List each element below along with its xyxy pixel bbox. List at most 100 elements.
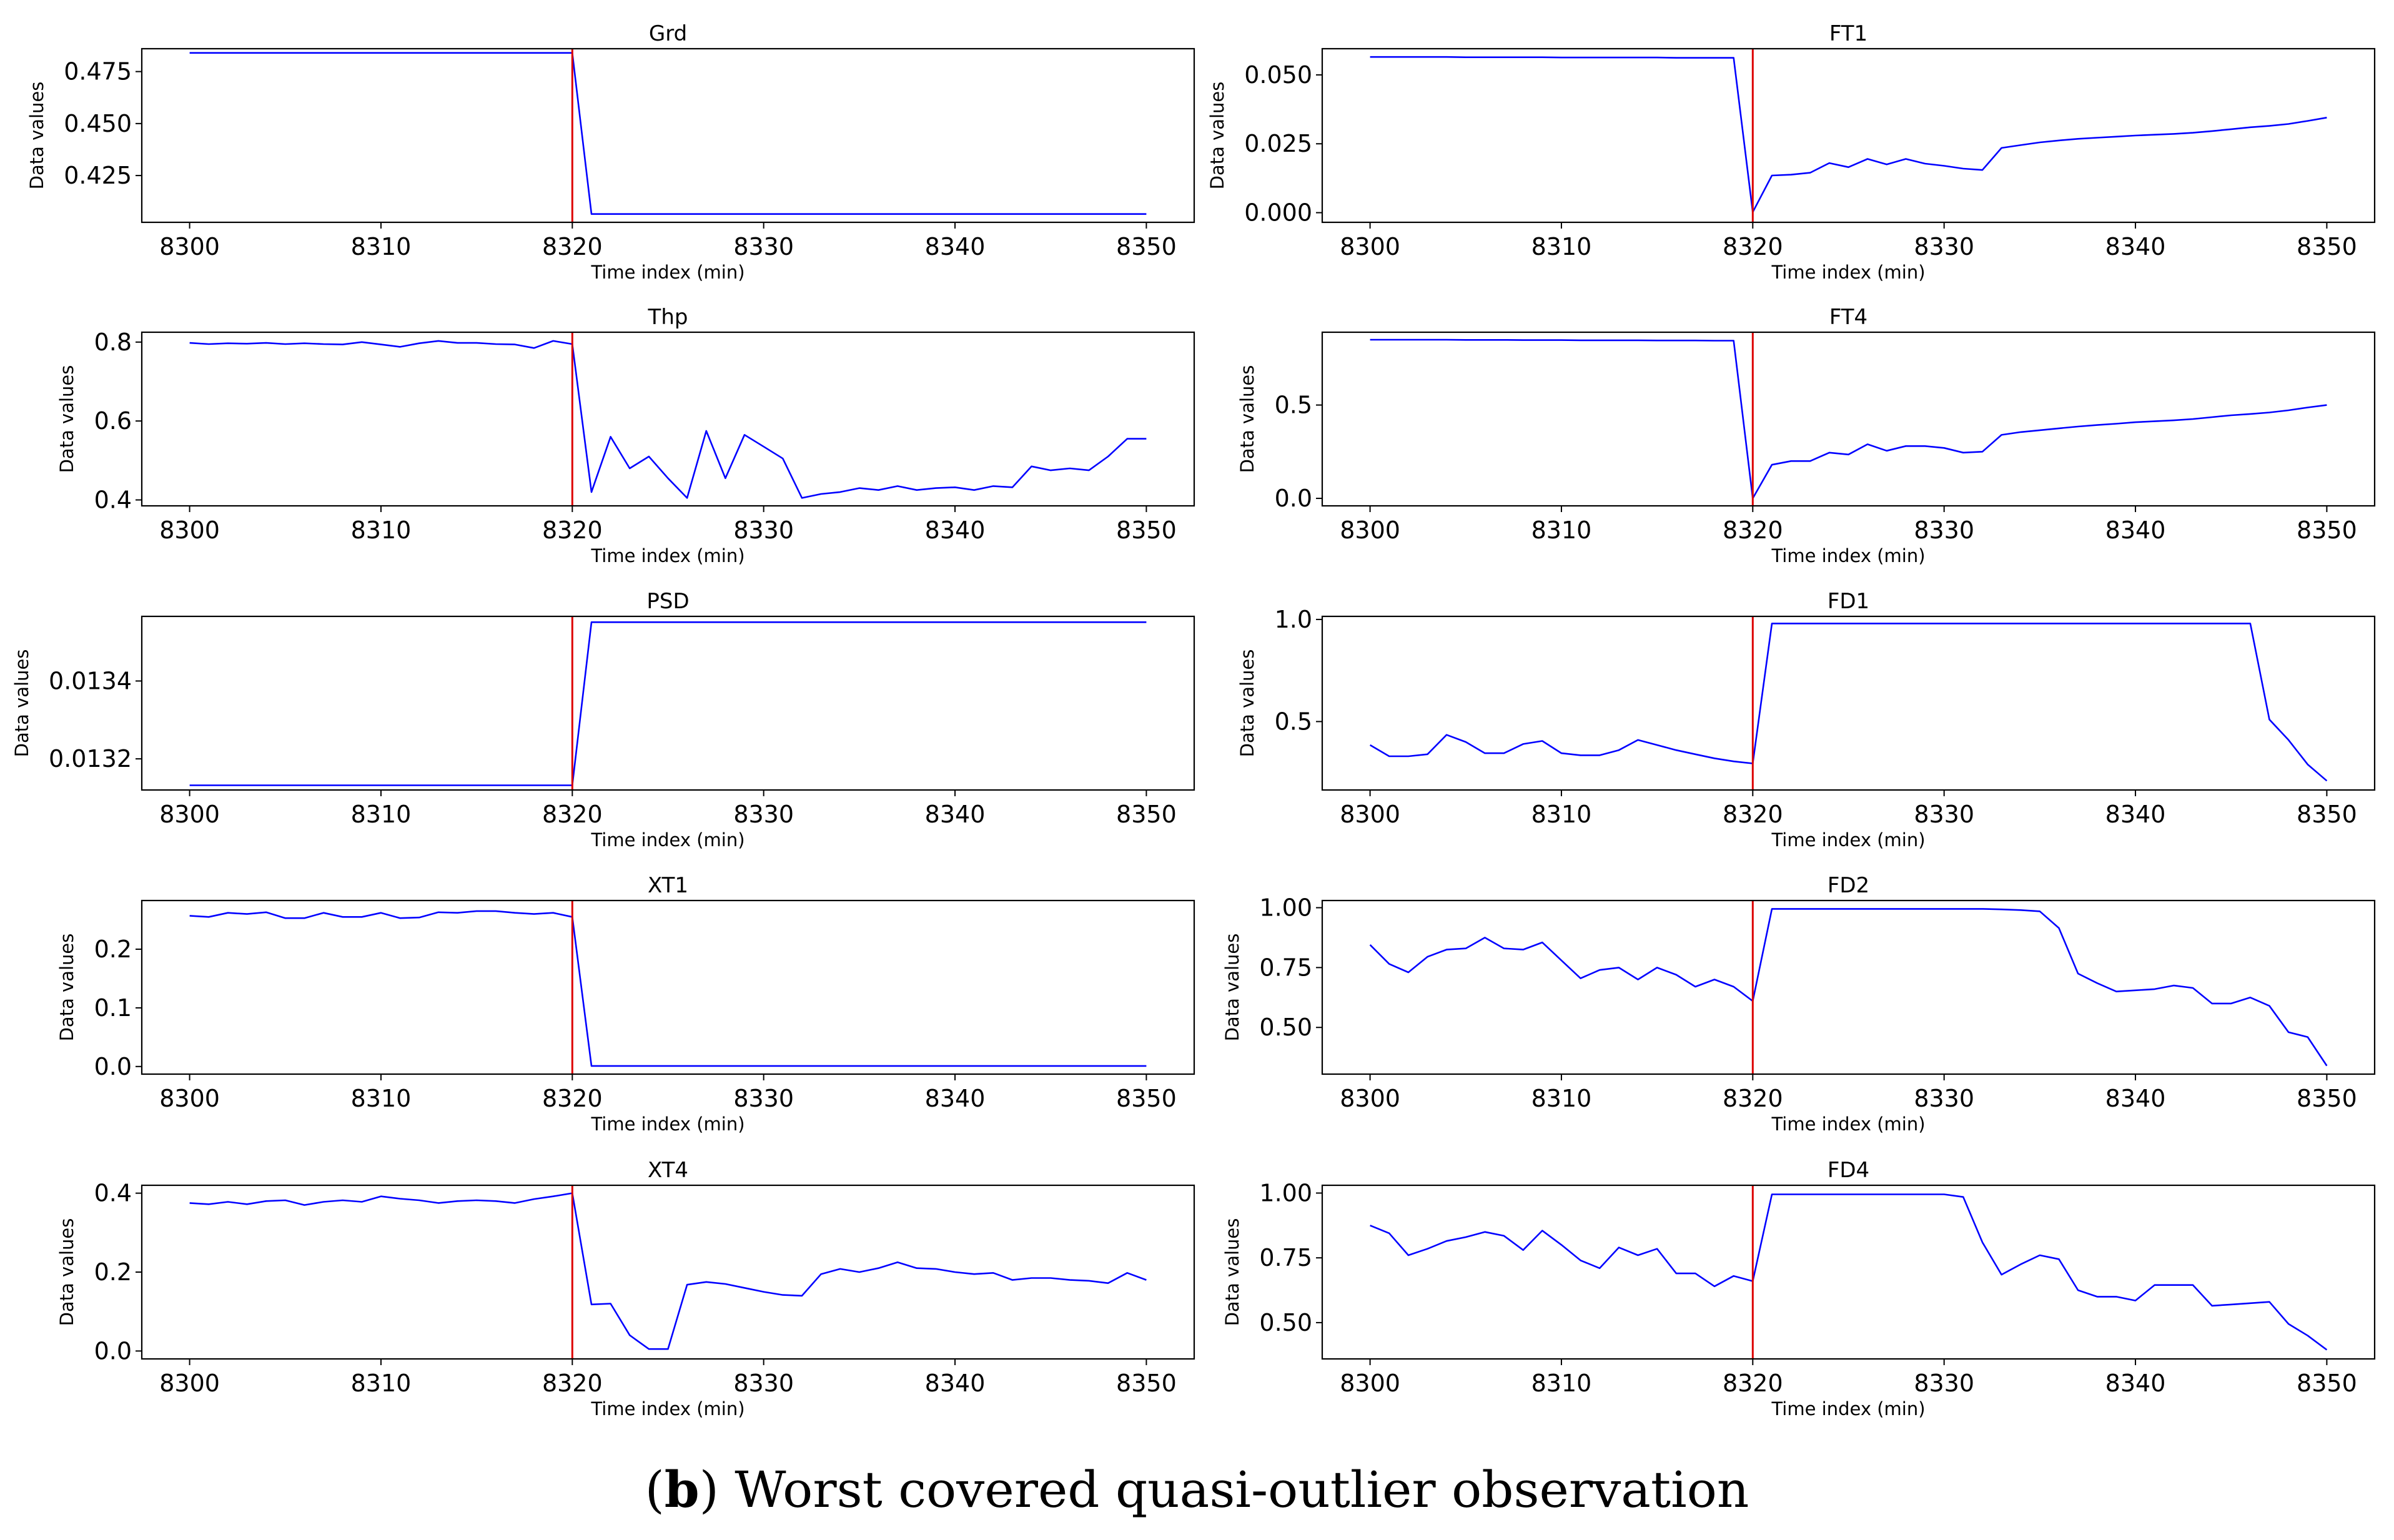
subplot-title: FT1	[1829, 21, 1867, 46]
x-tick-label: 8310	[351, 1085, 412, 1112]
y-tick-label: 1.0	[1275, 606, 1312, 633]
subplot-title: FT4	[1829, 305, 1867, 330]
subplot-title: XT4	[648, 1158, 688, 1183]
x-tick-label: 8340	[2105, 516, 2166, 544]
y-tick-label: 0.050	[1244, 61, 1312, 89]
x-tick-label: 8330	[1914, 1370, 1974, 1397]
y-tick-label: 0.425	[64, 162, 132, 189]
x-tick-label: 8320	[542, 516, 603, 544]
caption-text: Worst covered quasi-outlier observation	[735, 1461, 1749, 1519]
x-tick-label: 8310	[351, 233, 412, 260]
y-tick-label: 0.0134	[49, 667, 132, 694]
y-axis-label: Data values	[1237, 365, 1258, 473]
x-tick-label: 8300	[1340, 1085, 1400, 1112]
y-tick-label: 0.6	[94, 407, 132, 435]
y-tick-label: 1.00	[1259, 1179, 1312, 1207]
y-tick-label: 0.5	[1275, 392, 1312, 419]
x-tick-label: 8320	[542, 1085, 603, 1112]
y-tick-label: 1.00	[1259, 894, 1312, 922]
x-tick-label: 8310	[351, 1370, 412, 1397]
x-tick-label: 8300	[159, 233, 220, 260]
x-tick-label: 8300	[159, 1370, 220, 1397]
axes-frame	[141, 331, 1195, 507]
subplot-title: FD4	[1828, 1158, 1869, 1183]
figure-caption: (b) Worst covered quasi-outlier observat…	[645, 1460, 1749, 1519]
x-axis-label: Time index (min)	[1771, 829, 1925, 851]
y-tick-label: 0.75	[1259, 1244, 1312, 1271]
x-tick-label: 8320	[542, 801, 603, 828]
x-tick-label: 8330	[1914, 233, 1974, 260]
y-tick-label: 0.4	[94, 1180, 132, 1207]
y-tick-label: 0.0	[94, 1053, 132, 1080]
x-tick-label: 8320	[1723, 801, 1783, 828]
x-tick-label: 8340	[2105, 1085, 2166, 1112]
x-tick-label: 8330	[1914, 516, 1974, 544]
subplot-title: Grd	[649, 21, 687, 46]
axes-frame	[1321, 615, 2376, 791]
x-tick-label: 8330	[733, 516, 794, 544]
axes-frame	[141, 615, 1195, 791]
axes-frame	[141, 47, 1195, 224]
x-tick-label: 8350	[1116, 1370, 1177, 1397]
subplot-xt1: XT1 8300 8310 8320 8330 8340 8350 0.0 0.1 0.2 Time…	[56, 873, 1195, 1135]
x-tick-label: 8320	[1723, 1085, 1783, 1112]
y-tick-label: 0.75	[1259, 954, 1312, 981]
x-tick-label: 8310	[1531, 1085, 1592, 1112]
axes-frame	[1321, 899, 2376, 1075]
x-tick-label: 8340	[2105, 233, 2166, 260]
y-tick-label: 0.0	[94, 1337, 132, 1365]
x-axis-label: Time index (min)	[1771, 262, 1925, 283]
y-tick-label: 0.50	[1259, 1014, 1312, 1041]
x-tick-label: 8350	[1116, 516, 1177, 544]
y-axis-label: Data values	[1237, 649, 1258, 758]
subplot-fd4: FD4 8300 8310 8320 8330 8340 8350 0.50 0.75 1.00 T…	[1222, 1158, 2376, 1419]
y-tick-label: 0.2	[94, 1258, 132, 1286]
x-axis-label: Time index (min)	[1771, 1113, 1925, 1135]
data-line-fd1	[1369, 623, 2328, 782]
x-tick-label: 8310	[1531, 1370, 1592, 1397]
data-line-ft1	[1370, 56, 2327, 214]
y-axis-label: Data values	[11, 649, 32, 758]
subplot-fd2: FD2 8300 8310 8320 8330 8340 8350 0.50 0.75 1.00 T…	[1222, 873, 2376, 1135]
y-tick-label: 0.0132	[49, 745, 132, 772]
x-tick-label: 8350	[1116, 801, 1177, 828]
x-tick-label: 8330	[733, 1085, 794, 1112]
y-tick-label: 0.0	[1275, 485, 1312, 512]
subplot-title: Thp	[648, 305, 688, 330]
x-tick-label: 8300	[1340, 233, 1400, 260]
x-tick-label: 8340	[2105, 1370, 2166, 1397]
x-tick-label: 8330	[1914, 1085, 1974, 1112]
subplot-grd: Grd 8300 8310 8320 8330 8340 8350 0.425 0.450 0.4…	[26, 21, 1195, 283]
data-line-ft4	[1370, 338, 2327, 500]
x-axis-label: Time index (min)	[590, 1398, 744, 1419]
x-tick-label: 8300	[159, 1085, 220, 1112]
x-tick-label: 8350	[1116, 1085, 1177, 1112]
x-axis-label: Time index (min)	[590, 262, 744, 283]
data-line-xt4	[189, 1192, 1147, 1350]
y-axis-label: Data values	[56, 1218, 77, 1326]
y-tick-label: 0.2	[94, 935, 132, 963]
x-tick-label: 8310	[351, 801, 412, 828]
x-tick-label: 8300	[159, 801, 220, 828]
y-tick-label: 0.000	[1244, 199, 1312, 227]
y-tick-label: 0.450	[64, 110, 132, 137]
y-tick-label: 0.4	[94, 486, 132, 514]
y-axis-label: Data values	[56, 365, 77, 473]
y-axis-label: Data values	[1207, 82, 1228, 190]
x-tick-label: 8330	[733, 801, 794, 828]
x-axis-label: Time index (min)	[1771, 545, 1925, 566]
x-tick-label: 8310	[1531, 516, 1592, 544]
x-tick-label: 8350	[2297, 1085, 2357, 1112]
x-tick-label: 8350	[1116, 233, 1177, 260]
x-tick-label: 8320	[542, 1370, 603, 1397]
x-tick-label: 8300	[1340, 516, 1400, 544]
y-axis-label: Data values	[56, 934, 77, 1042]
y-tick-label: 0.50	[1259, 1309, 1312, 1336]
axes-frame	[1321, 1184, 2376, 1360]
subplot-psd: PSD 8300 8310 8320 8330 8340 8350 0.0132 0.0134 T…	[11, 589, 1195, 851]
data-line-grd	[189, 52, 1147, 215]
x-tick-label: 8350	[2297, 233, 2357, 260]
x-tick-label: 8300	[1340, 801, 1400, 828]
x-tick-label: 8350	[2297, 801, 2357, 828]
